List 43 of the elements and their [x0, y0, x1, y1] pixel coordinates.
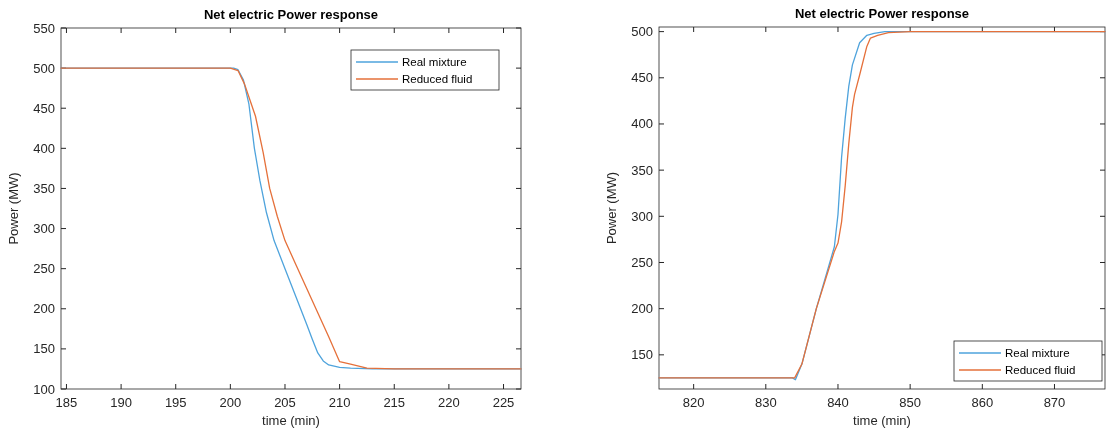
x-tick-label: 830: [754, 395, 777, 410]
y-axis-title: Power (MW): [604, 171, 619, 245]
x-axis-title: time (min): [262, 413, 320, 428]
legend-label: Real mixture: [1005, 347, 1070, 359]
x-tick-label: 190: [110, 395, 132, 410]
x-tick-label: 185: [55, 395, 78, 410]
legend-label: Reduced fluid: [402, 73, 473, 85]
x-tick-label: 820: [682, 395, 705, 410]
y-tick-label: 300: [33, 221, 55, 237]
x-tick-label: 850: [899, 395, 921, 410]
y-tick-label: 100: [33, 381, 55, 397]
y-tick-label: 500: [33, 60, 55, 76]
y-tick-label: 550: [33, 20, 55, 36]
y-tick-label: 450: [631, 70, 653, 86]
y-tick-label: 500: [631, 24, 653, 40]
y-tick-label: 400: [631, 116, 653, 132]
x-tick-label: 215: [383, 395, 406, 410]
y-axis-title: Power (MW): [6, 172, 21, 245]
y-tick-label: 450: [33, 100, 55, 116]
chart-title: Net electric Power response: [794, 6, 970, 21]
y-tick-label: 350: [33, 180, 55, 196]
chart-title: Net electric Power response: [203, 7, 379, 22]
x-tick-label: 210: [328, 395, 351, 410]
x-axis-title: time (min): [853, 413, 911, 428]
y-tick-label: 200: [33, 301, 55, 317]
x-tick-label: 195: [164, 395, 187, 410]
legend-label: Real mixture: [402, 56, 467, 68]
y-tick-label: 350: [631, 162, 653, 178]
x-tick-label: 870: [1043, 395, 1066, 410]
legend-label: Reduced fluid: [1005, 364, 1076, 376]
y-tick-label: 250: [631, 254, 653, 270]
x-tick-label: 220: [438, 395, 460, 410]
y-tick-label: 200: [631, 301, 653, 317]
x-tick-label: 200: [219, 395, 242, 410]
y-tick-label: 300: [631, 208, 653, 224]
y-tick-label: 150: [631, 347, 653, 363]
x-tick-label: 225: [492, 395, 515, 410]
x-tick-label: 860: [971, 395, 994, 410]
y-tick-label: 150: [33, 341, 55, 357]
y-tick-label: 250: [33, 261, 55, 277]
x-tick-label: 205: [274, 395, 296, 410]
x-tick-label: 840: [827, 395, 849, 410]
y-tick-label: 400: [33, 140, 55, 156]
